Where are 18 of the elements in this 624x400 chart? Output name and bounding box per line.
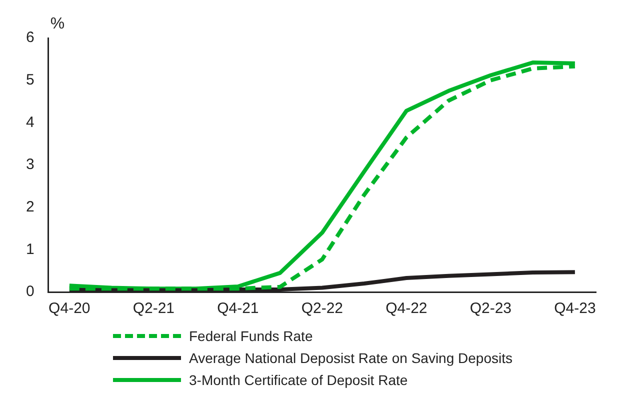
legend-label: Federal Funds Rate bbox=[189, 328, 313, 344]
x-tick-label: Q2-22 bbox=[301, 300, 344, 318]
legend-label: 3-Month Certificate of Deposit Rate bbox=[189, 372, 408, 388]
x-tick-label: Q2-23 bbox=[470, 300, 512, 318]
y-tick-label: 1 bbox=[26, 240, 34, 258]
y-tick-label: 3 bbox=[26, 156, 34, 174]
x-tick-label: Q2-21 bbox=[132, 300, 175, 318]
y-tick-label: 6 bbox=[26, 29, 34, 46]
y-tick-label: 0 bbox=[26, 283, 34, 300]
x-tick-label: Q4-20 bbox=[48, 300, 90, 318]
y-tick-label: 5 bbox=[26, 71, 34, 88]
x-tick-label: Q4-22 bbox=[386, 300, 428, 318]
x-tick-label: Q4-23 bbox=[554, 300, 596, 318]
legend-label: Average National Deposist Rate on Saving Deposits bbox=[189, 350, 512, 366]
y-axis-title: % bbox=[50, 15, 65, 32]
y-tick-label: 4 bbox=[26, 114, 34, 131]
x-tick-label: Q4-21 bbox=[217, 300, 259, 318]
y-tick-label: 2 bbox=[26, 198, 34, 216]
